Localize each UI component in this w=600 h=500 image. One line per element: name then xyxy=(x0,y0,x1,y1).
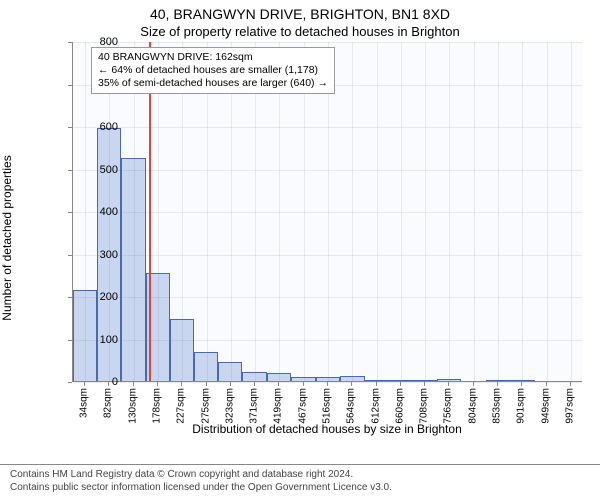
y-tick-mark xyxy=(68,42,72,43)
annotation-line: ← 64% of detached houses are smaller (1,… xyxy=(98,64,328,77)
y-tick-label: 600 xyxy=(74,121,118,133)
x-tick-label: 371sqm xyxy=(249,388,260,424)
footer-line-2: Contains public sector information licen… xyxy=(10,482,590,495)
gridline-v xyxy=(425,42,426,381)
x-tick-label: 82sqm xyxy=(103,388,114,418)
gridline-v xyxy=(522,42,523,381)
x-tick-label: 564sqm xyxy=(346,388,357,424)
gridline-v xyxy=(377,42,378,381)
y-tick-mark xyxy=(68,85,72,86)
x-tick-mark xyxy=(546,382,547,386)
x-tick-mark xyxy=(570,382,571,386)
y-tick-mark xyxy=(68,127,72,128)
gridline-v xyxy=(352,42,353,381)
y-tick-label: 300 xyxy=(74,249,118,261)
y-tick-label: 500 xyxy=(74,164,118,176)
x-tick-mark xyxy=(497,382,498,386)
chart-title-main: 40, BRANGWYN DRIVE, BRIGHTON, BN1 8XD xyxy=(0,0,600,22)
y-tick-label: 200 xyxy=(74,291,118,303)
x-tick-label: 516sqm xyxy=(322,388,333,424)
x-tick-mark xyxy=(448,382,449,386)
annotation-line: 35% of semi-detached houses are larger (… xyxy=(98,77,328,90)
x-tick-mark xyxy=(157,382,158,386)
annotation-box: 40 BRANGWYN DRIVE: 162sqm← 64% of detach… xyxy=(91,47,335,94)
x-tick-label: 901sqm xyxy=(516,388,527,424)
y-tick-mark xyxy=(68,382,72,383)
x-tick-label: 612sqm xyxy=(370,388,381,424)
x-tick-mark xyxy=(473,382,474,386)
x-tick-label: 275sqm xyxy=(200,388,211,424)
x-tick-mark xyxy=(133,382,134,386)
x-tick-mark xyxy=(181,382,182,386)
x-tick-label: 756sqm xyxy=(443,388,454,424)
x-axis-label: Distribution of detached houses by size … xyxy=(72,422,582,436)
gridline-v xyxy=(474,42,475,381)
x-tick-mark xyxy=(278,382,279,386)
x-tick-mark xyxy=(230,382,231,386)
x-tick-label: 227sqm xyxy=(176,388,187,424)
x-tick-mark xyxy=(108,382,109,386)
x-tick-mark xyxy=(254,382,255,386)
x-tick-mark xyxy=(327,382,328,386)
x-tick-mark xyxy=(424,382,425,386)
plot-region: 40 BRANGWYN DRIVE: 162sqm← 64% of detach… xyxy=(72,42,582,382)
gridline-v xyxy=(449,42,450,381)
attribution-footer: Contains HM Land Registry data © Crown c… xyxy=(0,464,600,500)
x-tick-mark xyxy=(376,382,377,386)
y-tick-label: 0 xyxy=(74,376,118,388)
x-tick-label: 804sqm xyxy=(467,388,478,424)
y-tick-label: 400 xyxy=(74,206,118,218)
x-tick-mark xyxy=(303,382,304,386)
chart-container: 40, BRANGWYN DRIVE, BRIGHTON, BN1 8XD Si… xyxy=(0,0,600,500)
y-tick-mark xyxy=(68,212,72,213)
x-tick-label: 708sqm xyxy=(419,388,430,424)
gridline-v xyxy=(547,42,548,381)
y-tick-label: 100 xyxy=(74,334,118,346)
gridline-v xyxy=(571,42,572,381)
y-axis-label: Number of detached properties xyxy=(0,155,14,320)
x-tick-label: 419sqm xyxy=(273,388,284,424)
y-tick-mark xyxy=(68,255,72,256)
x-tick-label: 130sqm xyxy=(127,388,138,424)
y-tick-mark xyxy=(68,297,72,298)
y-tick-mark xyxy=(68,340,72,341)
footer-line-1: Contains HM Land Registry data © Crown c… xyxy=(10,469,590,482)
gridline-v xyxy=(498,42,499,381)
x-tick-label: 997sqm xyxy=(564,388,575,424)
chart-area: Number of detached properties 40 BRANGWY… xyxy=(22,42,582,434)
x-tick-mark xyxy=(206,382,207,386)
annotation-line: 40 BRANGWYN DRIVE: 162sqm xyxy=(98,51,328,64)
x-tick-mark xyxy=(400,382,401,386)
x-tick-mark xyxy=(521,382,522,386)
x-tick-label: 178sqm xyxy=(151,388,162,424)
x-tick-label: 34sqm xyxy=(79,388,90,418)
y-tick-mark xyxy=(68,170,72,171)
gridline-v xyxy=(401,42,402,381)
x-tick-mark xyxy=(84,382,85,386)
x-tick-mark xyxy=(351,382,352,386)
x-tick-label: 323sqm xyxy=(224,388,235,424)
x-tick-label: 467sqm xyxy=(297,388,308,424)
x-tick-label: 949sqm xyxy=(540,388,551,424)
x-tick-label: 853sqm xyxy=(492,388,503,424)
x-tick-label: 660sqm xyxy=(394,388,405,424)
